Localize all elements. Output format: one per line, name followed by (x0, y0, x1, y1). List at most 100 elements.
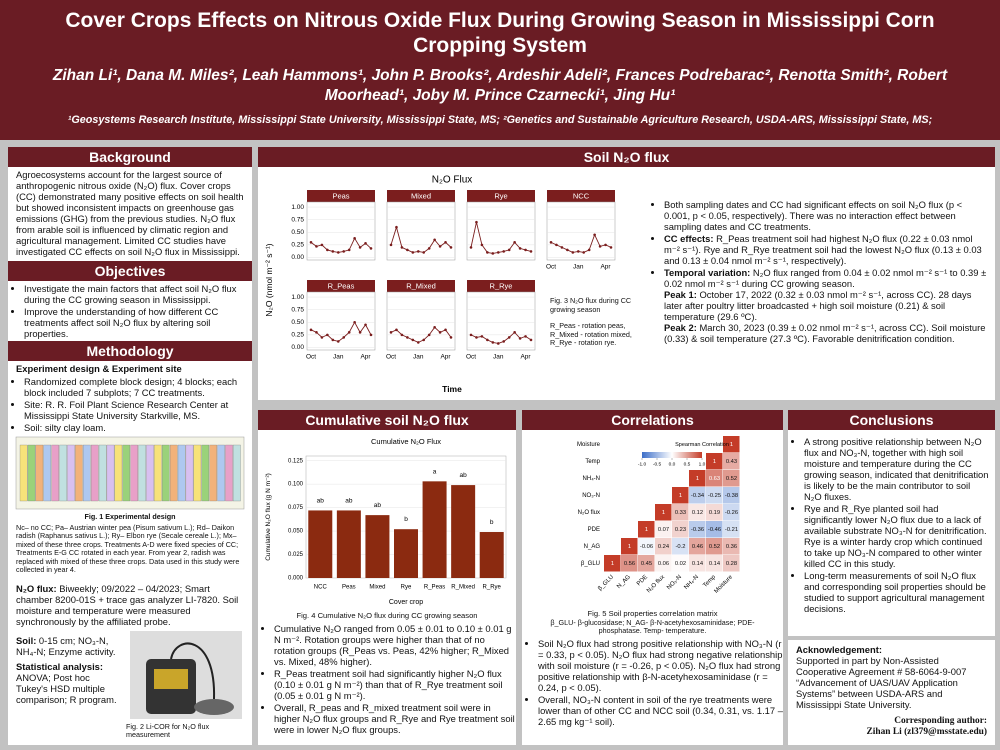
cell-label: 1 (713, 459, 716, 465)
point (486, 251, 489, 254)
section-heading: Correlations (522, 410, 783, 430)
affiliations: ¹Geosystems Research Institute, Mississi… (67, 114, 933, 126)
peak: Peak 1: October 17, 2022 (0.32 ± 0.03 nm… (664, 289, 988, 322)
cell (672, 504, 689, 521)
figure-caption: Fig. 1 Experimental design (84, 512, 176, 521)
figure-note: R_Peas - rotation peas, R_Mixed - rotati… (550, 321, 632, 347)
objectives-list: Investigate the main factors that affect… (8, 283, 252, 339)
point (496, 342, 500, 345)
subheading: Experiment design & Experiment site (16, 363, 182, 374)
label: Statistical analysis: (16, 660, 104, 672)
cell-label: 1 (679, 493, 682, 499)
cell-label: 0.56 (624, 561, 635, 567)
point (400, 246, 404, 249)
strip (307, 190, 375, 202)
section-heading: Objectives (8, 261, 252, 281)
point (347, 248, 351, 252)
plot-area (306, 291, 376, 351)
point (593, 233, 596, 237)
point (524, 248, 527, 252)
plot-cell (122, 444, 131, 502)
point (331, 250, 335, 253)
point (507, 336, 511, 339)
cell (621, 555, 638, 572)
point (326, 248, 329, 252)
soil-flux-panel: Soil N₂O flux N₂O Flux N₂O (nmol m⁻² s⁻¹)… (258, 147, 995, 400)
plot-cell (98, 444, 107, 502)
bullet: Soil N₂O flux had strong positive relati… (538, 638, 783, 693)
bar (451, 485, 476, 578)
cell-label: 0.14 (692, 561, 704, 567)
cell-label: 0.19 (709, 510, 720, 516)
colorbar-tick-label: 0.0 (669, 461, 676, 467)
x-tick-label: Oct (306, 354, 316, 361)
point (353, 237, 356, 240)
cell-label: 0.06 (658, 561, 669, 567)
plot-cell (138, 444, 146, 502)
acknowledgement-panel: Acknowledgement: Supported in part by No… (788, 640, 995, 745)
column-label: Temp (702, 574, 717, 589)
soil-method: Soil: 0-15 cm; NO₃-N, NH₄-N; Enzyme acti… (16, 635, 118, 657)
significance-letter: ab (345, 497, 353, 504)
bullet: Temporal variation: N₂O flux ranged from… (664, 267, 988, 344)
x-tick-label: Mixed (369, 585, 385, 591)
plot-cell (43, 444, 52, 502)
cell (672, 487, 689, 504)
strip (387, 280, 455, 292)
significance-letter: ab (317, 497, 325, 504)
fig3-text: Fig. 3 N₂O flux during CC growing season… (550, 296, 640, 348)
cell (706, 453, 723, 470)
cell-label: 0.28 (726, 561, 737, 567)
plot-cell (90, 444, 99, 502)
x-tick-label: R_Rye (483, 585, 502, 591)
cell-label: 0.52 (709, 544, 720, 550)
y-tick-label: 0.25 (291, 242, 304, 249)
bar-chart: Cumulative N₂O Fluxp < 0.05Cumulative N₂… (265, 437, 507, 606)
cell-label: -0.06 (640, 544, 653, 550)
x-tick-label: Apr (600, 264, 611, 271)
label: Peak 2: (664, 322, 697, 333)
significance-letter: b (490, 519, 494, 526)
flux-method: N₂O flux: Biweekly; 09/2022 – 04/2023; S… (8, 581, 252, 629)
soil-flux-bullets: Both sampling dates and CC had significa… (648, 197, 988, 346)
plot-cell (193, 444, 202, 502)
plot-cell (146, 444, 154, 502)
y-tick-label: 1.00 (291, 204, 304, 211)
y-tick-label: 1.00 (291, 294, 304, 301)
section-heading: Methodology (8, 341, 252, 361)
objective: Investigate the main factors that affect… (24, 283, 252, 305)
plot-cell (35, 444, 44, 502)
plot-cell (19, 444, 28, 502)
point (320, 336, 324, 339)
point (576, 250, 580, 253)
label: Soil: (16, 634, 37, 646)
ack-text: Supported in part by Non-Assisted Cooper… (796, 655, 967, 710)
point (518, 337, 522, 340)
plot-cell (185, 444, 194, 502)
row-label: PDE (588, 527, 600, 533)
label: CC effects: (664, 233, 714, 244)
point (496, 251, 500, 254)
plot-area (306, 201, 376, 261)
y-tick-label: 0.00 (291, 344, 304, 351)
authors: Zihan Li¹, Dana M. Miles², Leah Hammons¹… (52, 67, 948, 104)
background-text: Agroecosystems account for the largest s… (16, 169, 244, 257)
conclusions-panel: Conclusions A strong positive relationsh… (788, 410, 995, 636)
conclusion: Long-term measurements of soil N₂O flux … (804, 570, 989, 614)
cell (621, 538, 638, 555)
panel-title: R_Rye (490, 281, 513, 290)
plot-cell (154, 444, 162, 502)
point (315, 245, 318, 248)
y-tick-label: 0.000 (288, 576, 304, 582)
panel-title: NCC (573, 191, 590, 200)
stats-method: Statistical analysis: ANOVA; Post hoc Tu… (16, 661, 118, 705)
cell (638, 538, 655, 555)
point (502, 340, 506, 343)
cell-label: 0.02 (675, 561, 686, 567)
y-tick-label: 0.050 (288, 529, 304, 535)
significance-letter: ab (374, 502, 382, 509)
bullet: R_Peas treatment soil had significantly … (274, 668, 516, 701)
cell (706, 470, 723, 487)
y-axis-label: N₂O (nmol m⁻² s⁻¹) (264, 243, 274, 316)
y-tick-label: 0.125 (288, 458, 304, 464)
